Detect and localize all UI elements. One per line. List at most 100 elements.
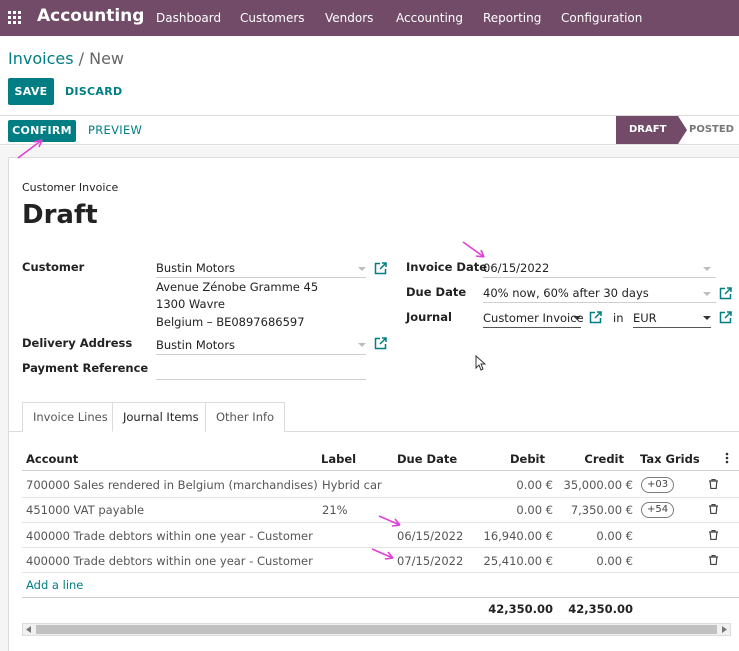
row4-trash-icon[interactable] xyxy=(709,555,718,565)
row2-label[interactable]: 21% xyxy=(322,503,348,517)
due-date-underline xyxy=(483,302,716,303)
kebab-menu-icon[interactable] xyxy=(725,452,729,464)
menu-accounting[interactable]: Accounting xyxy=(396,11,464,25)
breadcrumb: Invoices / New xyxy=(8,49,124,68)
row3-credit[interactable]: 0.00 € xyxy=(596,529,633,543)
row3-account[interactable]: 400000 Trade debtors within one year - C… xyxy=(26,529,313,543)
journal-underline xyxy=(483,327,581,328)
annotation-arrow-icon-invoice-date xyxy=(462,241,485,258)
currency-caret-icon[interactable] xyxy=(703,316,711,320)
stage-draft[interactable]: DRAFT xyxy=(616,116,687,144)
row1-tax-grid-tag[interactable]: +03 xyxy=(641,477,675,493)
move-type-label: Customer Invoice xyxy=(22,181,119,194)
mouse-cursor-icon xyxy=(475,355,486,371)
status-bar: CONFIRM PREVIEW DRAFT POSTED xyxy=(0,115,739,145)
annotation-arrow-icon-due-2 xyxy=(371,548,394,560)
confirm-button[interactable]: CONFIRM xyxy=(8,120,76,142)
row4-divider xyxy=(22,572,739,573)
customer-address-line2: 1300 Wavre xyxy=(156,297,225,311)
row2-credit[interactable]: 7,350.00 € xyxy=(570,503,633,517)
col-debit[interactable]: Debit xyxy=(509,452,545,466)
tab-invoice-lines[interactable]: Invoice Lines xyxy=(22,402,119,432)
col-tax-grids[interactable]: Tax Grids xyxy=(640,452,700,466)
row1-trash-icon[interactable] xyxy=(709,479,718,489)
due-date-external-link-icon[interactable] xyxy=(719,287,732,300)
invoice-date-caret-icon[interactable] xyxy=(703,267,711,271)
row1-credit[interactable]: 35,000.00 € xyxy=(563,478,634,492)
breadcrumb-current: New xyxy=(89,49,125,68)
currency-underline xyxy=(633,327,711,328)
menu-reporting[interactable]: Reporting xyxy=(483,11,542,25)
row4-credit[interactable]: 0.00 € xyxy=(596,554,633,568)
row1-debit[interactable]: 0.00 € xyxy=(516,478,553,492)
row3-debit[interactable]: 16,940.00 € xyxy=(483,529,554,543)
col-credit[interactable]: Credit xyxy=(584,452,624,466)
customer-external-link-icon[interactable] xyxy=(374,262,387,275)
row2-divider xyxy=(22,522,739,523)
apps-grid-icon[interactable] xyxy=(8,11,21,24)
add-line-link[interactable]: Add a line xyxy=(26,578,84,592)
customer-field-underline xyxy=(156,277,366,278)
customer-address-line1: Avenue Zénobe Gramme 45 xyxy=(156,280,319,294)
annotation-arrow-icon-confirm xyxy=(17,139,43,159)
row3-due-date[interactable]: 06/15/2022 xyxy=(397,529,464,543)
customer-label: Customer xyxy=(22,260,85,274)
row4-debit[interactable]: 25,410.00 € xyxy=(483,554,554,568)
scroll-left-icon[interactable] xyxy=(26,626,32,633)
menu-dashboard[interactable]: Dashboard xyxy=(156,11,222,25)
breadcrumb-separator: / xyxy=(73,49,90,68)
customer-address-line3: Belgium – BE0897686597 xyxy=(156,315,305,329)
delivery-external-link-icon[interactable] xyxy=(374,337,387,350)
currency-external-link-icon[interactable] xyxy=(719,311,732,324)
breadcrumb-invoices[interactable]: Invoices xyxy=(8,49,74,68)
customer-dropdown-caret-icon[interactable] xyxy=(358,267,366,271)
row4-account[interactable]: 400000 Trade debtors within one year - C… xyxy=(26,554,313,568)
invoice-name: Draft xyxy=(22,200,98,230)
journal-caret-icon[interactable] xyxy=(573,316,581,320)
app-name[interactable]: Accounting xyxy=(37,6,145,26)
stage-posted[interactable]: POSTED xyxy=(689,124,734,135)
total-credit: 42,350.00 xyxy=(568,602,633,616)
row3-divider xyxy=(22,547,739,548)
table-header-line xyxy=(22,470,739,471)
annotation-arrow-icon-due-1 xyxy=(378,515,401,527)
scrollbar-thumb[interactable] xyxy=(36,625,717,634)
menu-vendors[interactable]: Vendors xyxy=(325,11,374,25)
col-account[interactable]: Account xyxy=(26,452,79,466)
tab-journal-items[interactable]: Journal Items xyxy=(112,402,210,432)
due-date-caret-icon[interactable] xyxy=(703,292,711,296)
delivery-dropdown-caret-icon[interactable] xyxy=(358,343,366,347)
journal-field[interactable]: Customer Invoice xyxy=(483,311,584,325)
table-footer-line xyxy=(22,597,739,598)
row2-debit[interactable]: 0.00 € xyxy=(516,503,553,517)
col-label[interactable]: Label xyxy=(321,452,357,466)
row3-trash-icon[interactable] xyxy=(709,530,718,540)
preview-button[interactable]: PREVIEW xyxy=(88,123,143,137)
payment-reference-underline xyxy=(156,379,366,380)
row1-label[interactable]: Hybrid car xyxy=(322,478,382,492)
row2-trash-icon[interactable] xyxy=(709,504,718,514)
scroll-right-icon[interactable] xyxy=(722,626,728,633)
invoice-date-underline xyxy=(483,277,716,278)
row2-account[interactable]: 451000 VAT payable xyxy=(26,503,145,517)
currency-field[interactable]: EUR xyxy=(633,311,657,325)
menu-configuration[interactable]: Configuration xyxy=(561,11,643,25)
delivery-address-field[interactable]: Bustin Motors xyxy=(156,338,236,352)
delivery-address-underline xyxy=(156,354,366,355)
row1-account[interactable]: 700000 Sales rendered in Belgium (marcha… xyxy=(26,478,318,492)
invoice-date-field[interactable]: 06/15/2022 xyxy=(483,261,550,275)
tabs-divider xyxy=(8,431,739,432)
delivery-address-label: Delivery Address xyxy=(22,336,133,350)
due-date-field[interactable]: 40% now, 60% after 30 days xyxy=(483,286,649,300)
col-due-date[interactable]: Due Date xyxy=(397,452,458,466)
journal-label: Journal xyxy=(406,310,452,324)
payment-reference-label: Payment Reference xyxy=(22,361,149,375)
tab-other-info[interactable]: Other Info xyxy=(205,402,286,432)
save-button[interactable]: SAVE xyxy=(8,78,54,105)
customer-field[interactable]: Bustin Motors xyxy=(156,261,236,275)
row4-due-date[interactable]: 07/15/2022 xyxy=(397,554,464,568)
discard-button[interactable]: DISCARD xyxy=(65,85,123,98)
journal-external-link-icon[interactable] xyxy=(589,311,602,324)
row2-tax-grid-tag[interactable]: +54 xyxy=(641,502,675,518)
menu-customers[interactable]: Customers xyxy=(240,11,305,25)
